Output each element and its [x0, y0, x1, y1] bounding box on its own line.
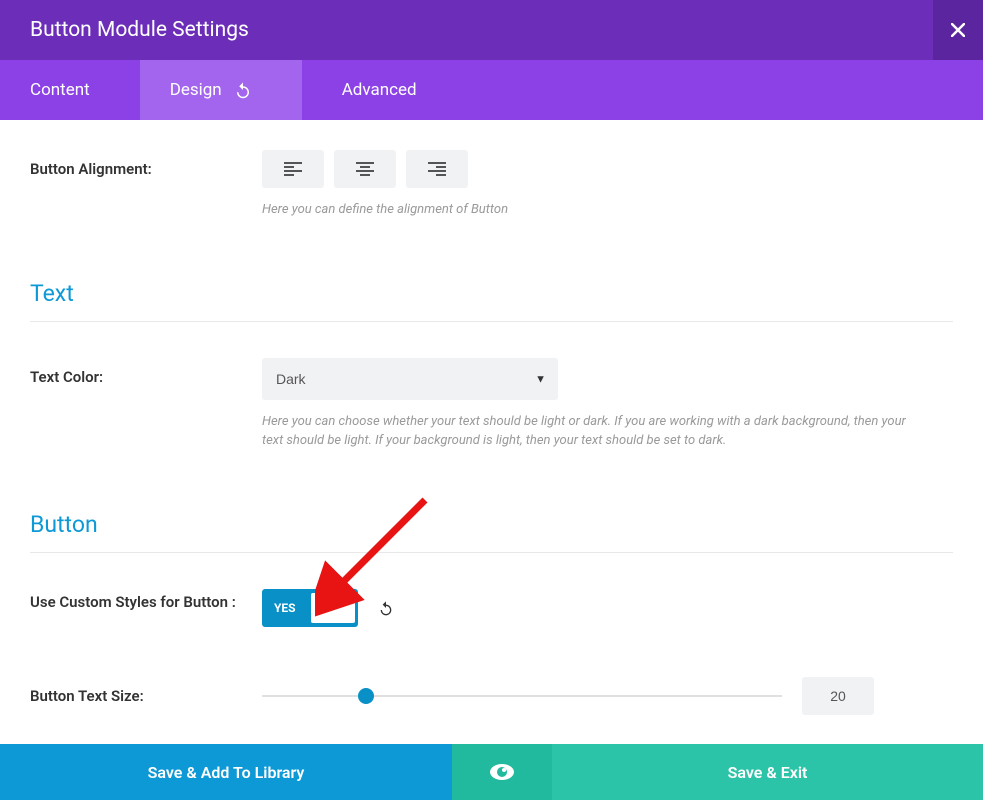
setting-control: Dark ▼ Here you can choose whether your …	[262, 358, 953, 451]
align-center-button[interactable]	[334, 150, 396, 188]
setting-label: Button Alignment:	[30, 150, 262, 220]
modal-header: Button Module Settings	[0, 0, 983, 60]
settings-content: Button Alignment: Here you can define th…	[0, 120, 983, 757]
align-center-icon	[356, 162, 374, 176]
close-icon	[951, 23, 965, 37]
section-title-button: Button	[30, 511, 953, 538]
toggle-handle	[311, 593, 355, 623]
help-text: Here you can define the alignment of But…	[262, 200, 922, 220]
text-size-slider[interactable]	[262, 695, 782, 697]
reset-button[interactable]	[378, 600, 394, 616]
align-right-icon	[428, 162, 446, 176]
save-add-library-button[interactable]: Save & Add To Library	[0, 744, 452, 800]
align-left-button[interactable]	[262, 150, 324, 188]
section-divider	[30, 321, 953, 322]
modal-footer: Save & Add To Library Save & Exit	[0, 744, 983, 800]
setting-row-alignment: Button Alignment: Here you can define th…	[30, 150, 953, 220]
setting-control	[262, 677, 953, 715]
select-wrap: Dark ▼	[262, 358, 558, 400]
setting-row-text-size: Button Text Size:	[30, 677, 953, 715]
align-left-icon	[284, 162, 302, 176]
tab-label: Advanced	[342, 80, 417, 100]
tab-label: Content	[30, 80, 90, 100]
tab-design[interactable]: Design	[140, 60, 302, 120]
reset-icon[interactable]	[234, 81, 252, 99]
tab-label: Design	[170, 80, 222, 100]
reset-icon	[378, 600, 394, 616]
toggle-label: YES	[265, 601, 305, 615]
tab-content[interactable]: Content	[0, 60, 140, 120]
setting-label: Button Text Size:	[30, 677, 262, 715]
setting-row-text-color: Text Color: Dark ▼ Here you can choose w…	[30, 358, 953, 451]
setting-control: Here you can define the alignment of But…	[262, 150, 953, 220]
align-right-button[interactable]	[406, 150, 468, 188]
help-text: Here you can choose whether your text sh…	[262, 412, 922, 451]
button-label: Save & Exit	[728, 763, 808, 782]
eye-icon	[489, 763, 515, 781]
tabs-bar: Content Design Advanced	[0, 60, 983, 120]
alignment-group	[262, 150, 953, 188]
tab-advanced[interactable]: Advanced	[302, 60, 467, 120]
close-button[interactable]	[933, 0, 983, 60]
setting-row-custom-styles: Use Custom Styles for Button : YES	[30, 589, 953, 627]
save-exit-button[interactable]: Save & Exit	[552, 744, 983, 800]
modal-title: Button Module Settings	[30, 18, 249, 42]
setting-label: Use Custom Styles for Button :	[30, 589, 262, 627]
custom-styles-toggle[interactable]: YES	[262, 589, 358, 627]
setting-label: Text Color:	[30, 358, 262, 451]
section-divider	[30, 552, 953, 553]
slider-thumb[interactable]	[358, 688, 374, 704]
text-color-select[interactable]: Dark	[262, 358, 558, 400]
preview-button[interactable]	[452, 744, 552, 800]
text-size-input[interactable]	[802, 677, 874, 715]
setting-control: YES	[262, 589, 953, 627]
button-label: Save & Add To Library	[148, 763, 305, 782]
section-title-text: Text	[30, 280, 953, 307]
